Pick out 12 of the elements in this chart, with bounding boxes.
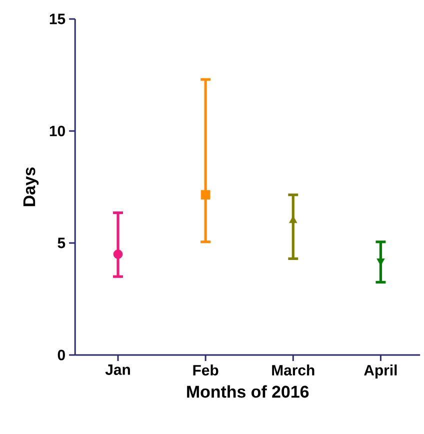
y-tick-label: 0 bbox=[58, 350, 65, 360]
y-axis-title: Days bbox=[23, 167, 39, 206]
x-tick-label: March bbox=[272, 364, 314, 376]
x-tick-label: April bbox=[364, 364, 397, 378]
point bbox=[200, 190, 210, 200]
x-tick-label: Jan bbox=[105, 364, 130, 375]
point bbox=[113, 250, 123, 259]
y-tick-label: 5 bbox=[58, 238, 66, 248]
x-tick-label: Feb bbox=[193, 364, 218, 376]
y-tick-label: 15 bbox=[50, 14, 66, 24]
y-tick-label: 10 bbox=[50, 126, 65, 136]
x-axis-title: Months of 2016 bbox=[187, 385, 309, 398]
